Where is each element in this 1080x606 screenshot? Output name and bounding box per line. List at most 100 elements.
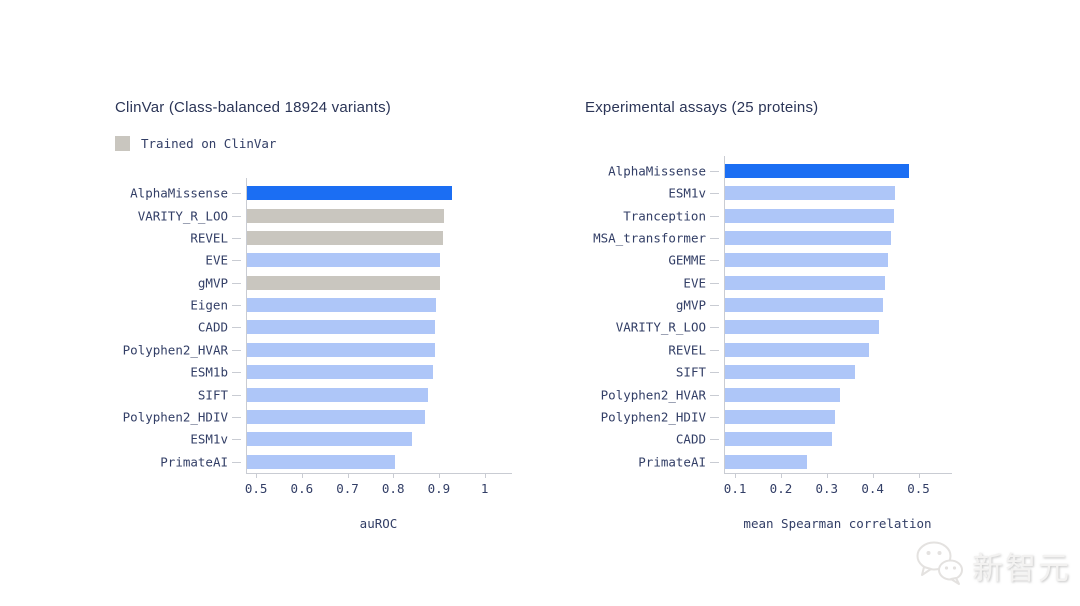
x-axis-tick-label: 0.9 [427,481,451,496]
category-label-REVEL: REVEL [190,230,228,246]
category-tick-mark [232,327,241,329]
bar-CADD [725,432,832,447]
category-label-VARITY_R_LOO: VARITY_R_LOO [137,208,228,223]
bar-gMVP [725,298,884,313]
wechat-icon [916,541,963,585]
category-label-CADD: CADD [197,319,228,335]
x-axis-tick [256,473,258,478]
bar-row-Polyphen2_HVAR: Polyphen2_HVAR [601,383,952,405]
category-label-PrimateAI: PrimateAI [160,454,228,470]
bar-PrimateAI [725,454,807,469]
bar-MSA_transformer [725,230,891,245]
bar-Polyphen2_HVAR [247,342,435,357]
category-label-Polyphen2_HDIV: Polyphen2_HDIV [122,409,228,425]
category-tick-mark [710,349,719,351]
bar-gMVP [247,275,440,290]
category-tick-mark [710,282,719,284]
category-tick-mark [710,215,719,217]
category-tick-mark [232,237,241,239]
x-axis-tick-label: 1 [480,481,489,496]
x-axis-tick [826,473,828,478]
bar-row-VARITY_R_LOO: VARITY_R_LOO [616,316,952,338]
category-label-REVEL: REVEL [668,342,706,358]
bar-VARITY_R_LOO [725,320,880,335]
category-label-Polyphen2_HDIV: Polyphen2_HDIV [600,409,706,425]
bar-Tranception [725,208,894,223]
bar-row-PrimateAI: PrimateAI [160,451,512,473]
bar-CADD [247,320,436,335]
bar-row-Polyphen2_HDIV: Polyphen2_HDIV [123,406,512,428]
bar-SIFT [725,365,855,380]
bar-row-ESM1v: ESM1v [668,182,952,204]
bar-Polyphen2_HVAR [725,387,841,402]
watermark: 新智元 [912,534,1071,590]
x-axis-tick [484,473,486,478]
x-axis-tick [301,473,303,478]
category-tick-mark [710,394,719,396]
x-axis-tick [918,473,920,478]
x-axis-tick-label: 0.5 [244,481,268,496]
bar-row-REVEL: REVEL [668,339,952,361]
category-tick-mark [232,193,241,195]
bar-row-SIFT: SIFT [198,383,512,405]
legend-swatch-trained-on-clinvar [115,136,130,151]
x-axis-tick [735,473,737,478]
clinvar-legend: Trained on ClinVar [115,136,276,151]
category-label-Tranception: Tranception [623,208,706,223]
assays-chart-title: Experimental assays (25 proteins) [585,99,819,116]
bar-row-gMVP: gMVP [198,271,512,293]
clinvar-xaxis-label: auROC [359,516,398,531]
bar-AlphaMissense [725,163,909,178]
category-tick-mark [232,394,241,396]
x-axis-tick-label: 0.6 [290,481,314,496]
x-axis-tick [393,473,395,478]
category-tick-mark [232,417,241,419]
bar-EVE [247,253,441,268]
bar-row-Tranception: Tranception [623,204,952,226]
category-label-gMVP: gMVP [197,275,228,291]
category-tick-mark [710,439,719,441]
bar-row-gMVP: gMVP [676,294,952,316]
category-tick-mark [232,260,241,262]
bar-row-Polyphen2_HVAR: Polyphen2_HVAR [123,339,512,361]
assays-rows: AlphaMissense ESM1v Tranception MSA_transfo… [593,160,952,473]
bar-row-EVE: EVE [205,249,512,271]
assays-plot-area: AlphaMissense ESM1v Tranception MSA_transfo… [593,156,952,496]
category-tick-mark [232,372,241,374]
bar-row-AlphaMissense: AlphaMissense [130,182,512,204]
bar-SIFT [247,387,429,402]
bar-VARITY_R_LOO [247,208,445,223]
clinvar-plot-area: AlphaMissense VARITY_R_LOO REVEL EVE gMVP Eig… [123,178,512,496]
x-axis-tick [438,473,440,478]
bar-GEMME [725,253,889,268]
bar-REVEL [247,230,444,245]
assays-xaxis-label: mean Spearman correlation [743,516,932,531]
category-label-PrimateAI: PrimateAI [638,454,706,470]
category-label-ESM1v: ESM1v [190,431,228,447]
bar-row-SIFT: SIFT [676,361,952,383]
legend-label: Trained on ClinVar [141,136,277,151]
x-axis-tick-label: 0.3 [815,481,839,496]
bar-row-ESM1b: ESM1b [190,361,512,383]
x-axis-tick-label: 0.8 [381,481,405,496]
category-label-ESM1v: ESM1v [668,185,706,201]
category-tick-mark [710,461,719,463]
bar-row-Polyphen2_HDIV: Polyphen2_HDIV [601,406,952,428]
category-label-AlphaMissense: AlphaMissense [130,185,228,201]
bar-row-Eigen: Eigen [190,294,512,316]
category-tick-mark [710,305,719,307]
bar-row-MSA_transformer: MSA_transformer [593,227,952,249]
category-label-CADD: CADD [675,431,706,447]
clinvar-chart-title: ClinVar (Class-balanced 18924 variants) [115,99,391,116]
category-label-Eigen: Eigen [190,297,228,313]
bar-Polyphen2_HDIV [247,410,426,425]
category-label-AlphaMissense: AlphaMissense [608,163,706,179]
bar-row-CADD: CADD [198,316,512,338]
bar-PrimateAI [247,454,396,469]
bar-Eigen [247,298,437,313]
category-tick-mark [232,439,241,441]
x-axis-tick [872,473,874,478]
category-tick-mark [710,327,719,329]
bar-row-VARITY_R_LOO: VARITY_R_LOO [138,204,512,226]
